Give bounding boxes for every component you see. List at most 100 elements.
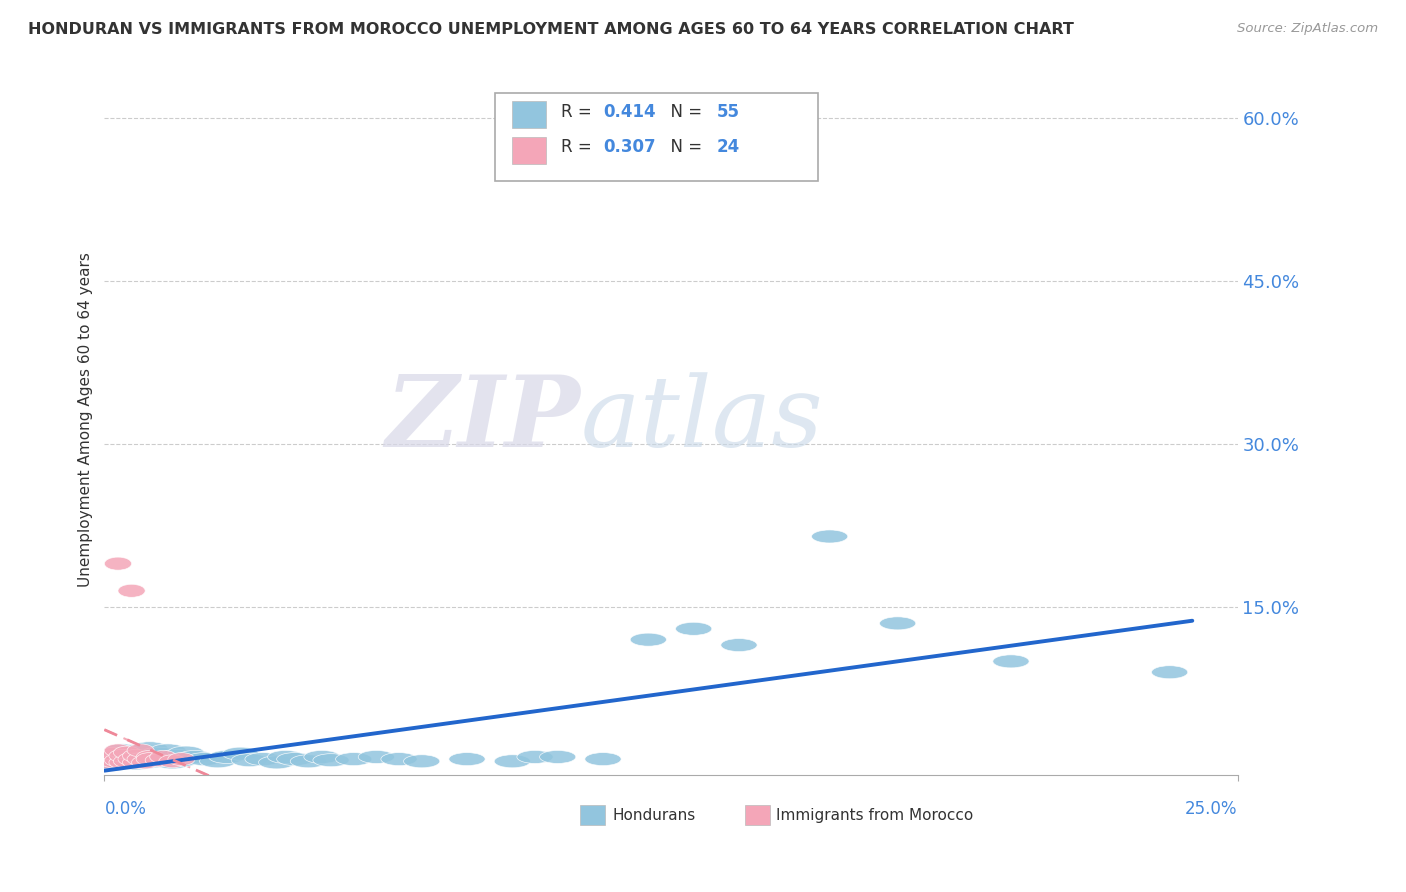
Text: R =: R = [561, 103, 598, 120]
Text: ZIP: ZIP [385, 371, 581, 468]
Ellipse shape [132, 742, 167, 755]
Ellipse shape [277, 753, 314, 765]
Ellipse shape [177, 750, 214, 764]
Ellipse shape [136, 750, 163, 764]
Y-axis label: Unemployment Among Ages 60 to 64 years: Unemployment Among Ages 60 to 64 years [79, 252, 93, 587]
Text: 0.307: 0.307 [603, 138, 655, 156]
Ellipse shape [114, 754, 149, 767]
Ellipse shape [222, 747, 259, 760]
Ellipse shape [132, 756, 159, 769]
Text: N =: N = [659, 138, 707, 156]
Text: HONDURAN VS IMMIGRANTS FROM MOROCCO UNEMPLOYMENT AMONG AGES 60 TO 64 YEARS CORRE: HONDURAN VS IMMIGRANTS FROM MOROCCO UNEM… [28, 22, 1074, 37]
Ellipse shape [540, 750, 576, 764]
Ellipse shape [259, 756, 295, 769]
Ellipse shape [104, 744, 141, 757]
Ellipse shape [104, 744, 132, 757]
Ellipse shape [100, 747, 127, 760]
Ellipse shape [118, 753, 145, 765]
Ellipse shape [811, 530, 848, 543]
Ellipse shape [517, 750, 553, 764]
Ellipse shape [186, 753, 222, 765]
Ellipse shape [108, 749, 136, 763]
Ellipse shape [585, 753, 621, 765]
Ellipse shape [304, 750, 340, 764]
Ellipse shape [100, 747, 136, 760]
Ellipse shape [381, 753, 418, 765]
Ellipse shape [141, 747, 177, 760]
Ellipse shape [245, 753, 281, 765]
Ellipse shape [149, 750, 177, 764]
Ellipse shape [91, 755, 127, 768]
Ellipse shape [993, 655, 1029, 668]
Ellipse shape [104, 753, 141, 765]
FancyBboxPatch shape [581, 805, 605, 825]
Ellipse shape [122, 744, 159, 757]
Ellipse shape [100, 755, 127, 768]
Ellipse shape [449, 753, 485, 765]
Ellipse shape [167, 746, 204, 759]
Ellipse shape [108, 756, 145, 769]
Ellipse shape [114, 746, 141, 759]
Ellipse shape [108, 756, 136, 769]
Ellipse shape [127, 756, 163, 769]
Ellipse shape [267, 750, 304, 764]
Ellipse shape [721, 639, 756, 651]
Ellipse shape [336, 753, 371, 765]
Ellipse shape [163, 754, 200, 767]
Text: 24: 24 [716, 138, 740, 156]
Ellipse shape [208, 750, 245, 764]
Ellipse shape [495, 755, 530, 768]
Ellipse shape [122, 749, 149, 763]
Text: atlas: atlas [581, 372, 823, 467]
Ellipse shape [314, 754, 349, 767]
Ellipse shape [136, 753, 163, 765]
Ellipse shape [159, 749, 195, 763]
Ellipse shape [880, 617, 915, 630]
Ellipse shape [122, 756, 149, 769]
Text: N =: N = [659, 103, 707, 120]
Text: Immigrants from Morocco: Immigrants from Morocco [776, 808, 973, 822]
Ellipse shape [167, 753, 195, 765]
Text: Source: ZipAtlas.com: Source: ZipAtlas.com [1237, 22, 1378, 36]
FancyBboxPatch shape [745, 805, 769, 825]
Ellipse shape [127, 744, 155, 757]
Ellipse shape [149, 744, 186, 757]
Text: 25.0%: 25.0% [1185, 800, 1237, 818]
Text: 55: 55 [716, 103, 740, 120]
Ellipse shape [675, 623, 711, 635]
FancyBboxPatch shape [512, 101, 547, 128]
Text: 0.414: 0.414 [603, 103, 655, 120]
Ellipse shape [359, 750, 395, 764]
Ellipse shape [290, 755, 326, 768]
Ellipse shape [159, 755, 186, 768]
Ellipse shape [200, 755, 236, 768]
Ellipse shape [1152, 665, 1188, 679]
Ellipse shape [630, 633, 666, 646]
Ellipse shape [118, 584, 145, 598]
Ellipse shape [404, 755, 440, 768]
Text: 0.0%: 0.0% [104, 800, 146, 818]
Ellipse shape [136, 755, 173, 768]
Ellipse shape [114, 755, 141, 768]
Ellipse shape [145, 753, 181, 765]
Ellipse shape [96, 750, 132, 764]
Ellipse shape [96, 758, 132, 771]
Ellipse shape [114, 746, 149, 759]
Ellipse shape [100, 755, 136, 768]
Ellipse shape [96, 750, 122, 764]
Text: R =: R = [561, 138, 598, 156]
Ellipse shape [155, 756, 190, 769]
Ellipse shape [145, 754, 173, 767]
Ellipse shape [104, 558, 132, 570]
Ellipse shape [108, 749, 145, 763]
Ellipse shape [122, 753, 159, 765]
Ellipse shape [96, 756, 122, 769]
Ellipse shape [127, 753, 155, 765]
FancyBboxPatch shape [495, 93, 818, 181]
Ellipse shape [132, 748, 167, 761]
Ellipse shape [118, 757, 155, 770]
Ellipse shape [118, 750, 155, 764]
FancyBboxPatch shape [512, 136, 547, 163]
Ellipse shape [232, 754, 267, 767]
Ellipse shape [104, 754, 132, 767]
